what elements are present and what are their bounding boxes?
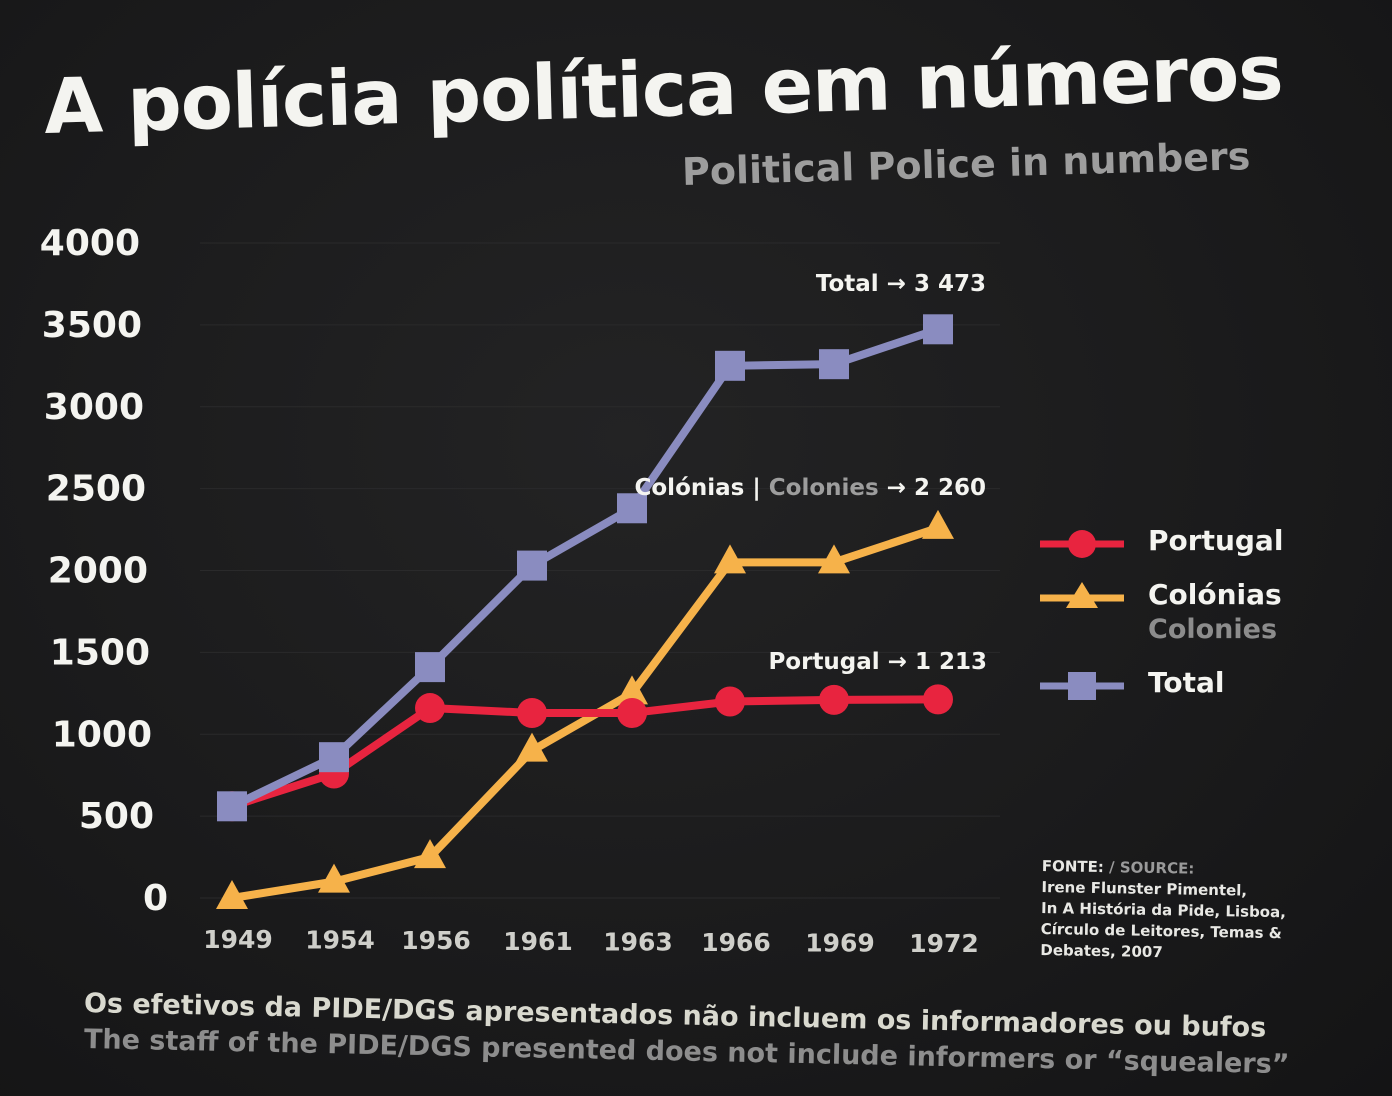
annotation-portugal: Portugal → 1 213: [768, 649, 987, 675]
y-tick-label: 3500: [42, 305, 142, 346]
source-note: FONTE: / SOURCE: Irene Flunster Pimentel…: [1040, 856, 1287, 965]
data-point-portugal: [415, 693, 445, 724]
legend-swatch-colonias: [1040, 582, 1124, 608]
data-point-colonias: [714, 544, 746, 574]
annotation-colonias: Colónias | Colonies → 2 260: [635, 475, 987, 501]
data-point-colonias: [318, 863, 350, 893]
y-tick-label: 1000: [52, 714, 152, 755]
data-point-total: [217, 791, 247, 822]
data-point-colonias: [516, 732, 548, 762]
source-line: Debates, 2007: [1040, 940, 1163, 962]
series-line-total: [230, 325, 940, 810]
series-line-portugal: [230, 695, 939, 811]
source-label-pt: FONTE:: [1041, 856, 1105, 877]
y-tick-label: 0: [143, 878, 168, 919]
legend-label-colonies: Colonies: [1148, 614, 1278, 645]
data-point-total: [319, 742, 349, 773]
annotation-total: Total → 3 473: [816, 271, 986, 297]
data-point-portugal: [517, 697, 547, 728]
legend-label-colonias: Colónias: [1148, 578, 1282, 611]
y-tick-label: 4000: [40, 223, 140, 264]
source-label-en: / SOURCE:: [1108, 858, 1195, 878]
data-point-colonias: [414, 839, 446, 869]
data-point-portugal: [923, 684, 953, 715]
series-line-colonias: [231, 524, 940, 902]
x-tick-label: 1972: [909, 929, 979, 958]
legend-swatch-portugal: [1040, 530, 1124, 558]
data-point-portugal: [617, 697, 647, 728]
x-tick-label: 1969: [805, 929, 875, 958]
y-tick-label: 1500: [50, 632, 150, 673]
legend-label-total: Total: [1148, 666, 1225, 699]
x-tick-label: 1961: [503, 927, 573, 956]
x-tick-label: 1954: [305, 926, 375, 955]
data-point-total: [517, 550, 547, 581]
data-point-total: [415, 652, 445, 683]
data-point-portugal: [715, 686, 745, 717]
data-point-total: [617, 493, 647, 524]
data-point-portugal: [819, 684, 849, 715]
y-tick-label: 2000: [48, 551, 148, 592]
data-point-total: [923, 314, 953, 345]
x-tick-label: 1966: [701, 928, 771, 957]
legend-label-portugal: Portugal: [1148, 524, 1284, 557]
x-tick-label: 1963: [603, 927, 673, 956]
data-point-colonias: [216, 880, 248, 909]
data-point-colonias: [922, 509, 954, 539]
data-point-colonias: [818, 544, 850, 574]
x-tick-label: 1949: [203, 925, 273, 954]
data-point-total: [819, 349, 849, 380]
y-tick-label: 2500: [46, 469, 146, 510]
legend-swatch-total: [1040, 672, 1124, 700]
y-tick-label: 3000: [44, 387, 144, 428]
x-tick-label: 1956: [401, 926, 471, 955]
data-point-total: [715, 350, 745, 381]
y-tick-label: 500: [79, 796, 154, 837]
data-point-colonias: [616, 675, 648, 705]
